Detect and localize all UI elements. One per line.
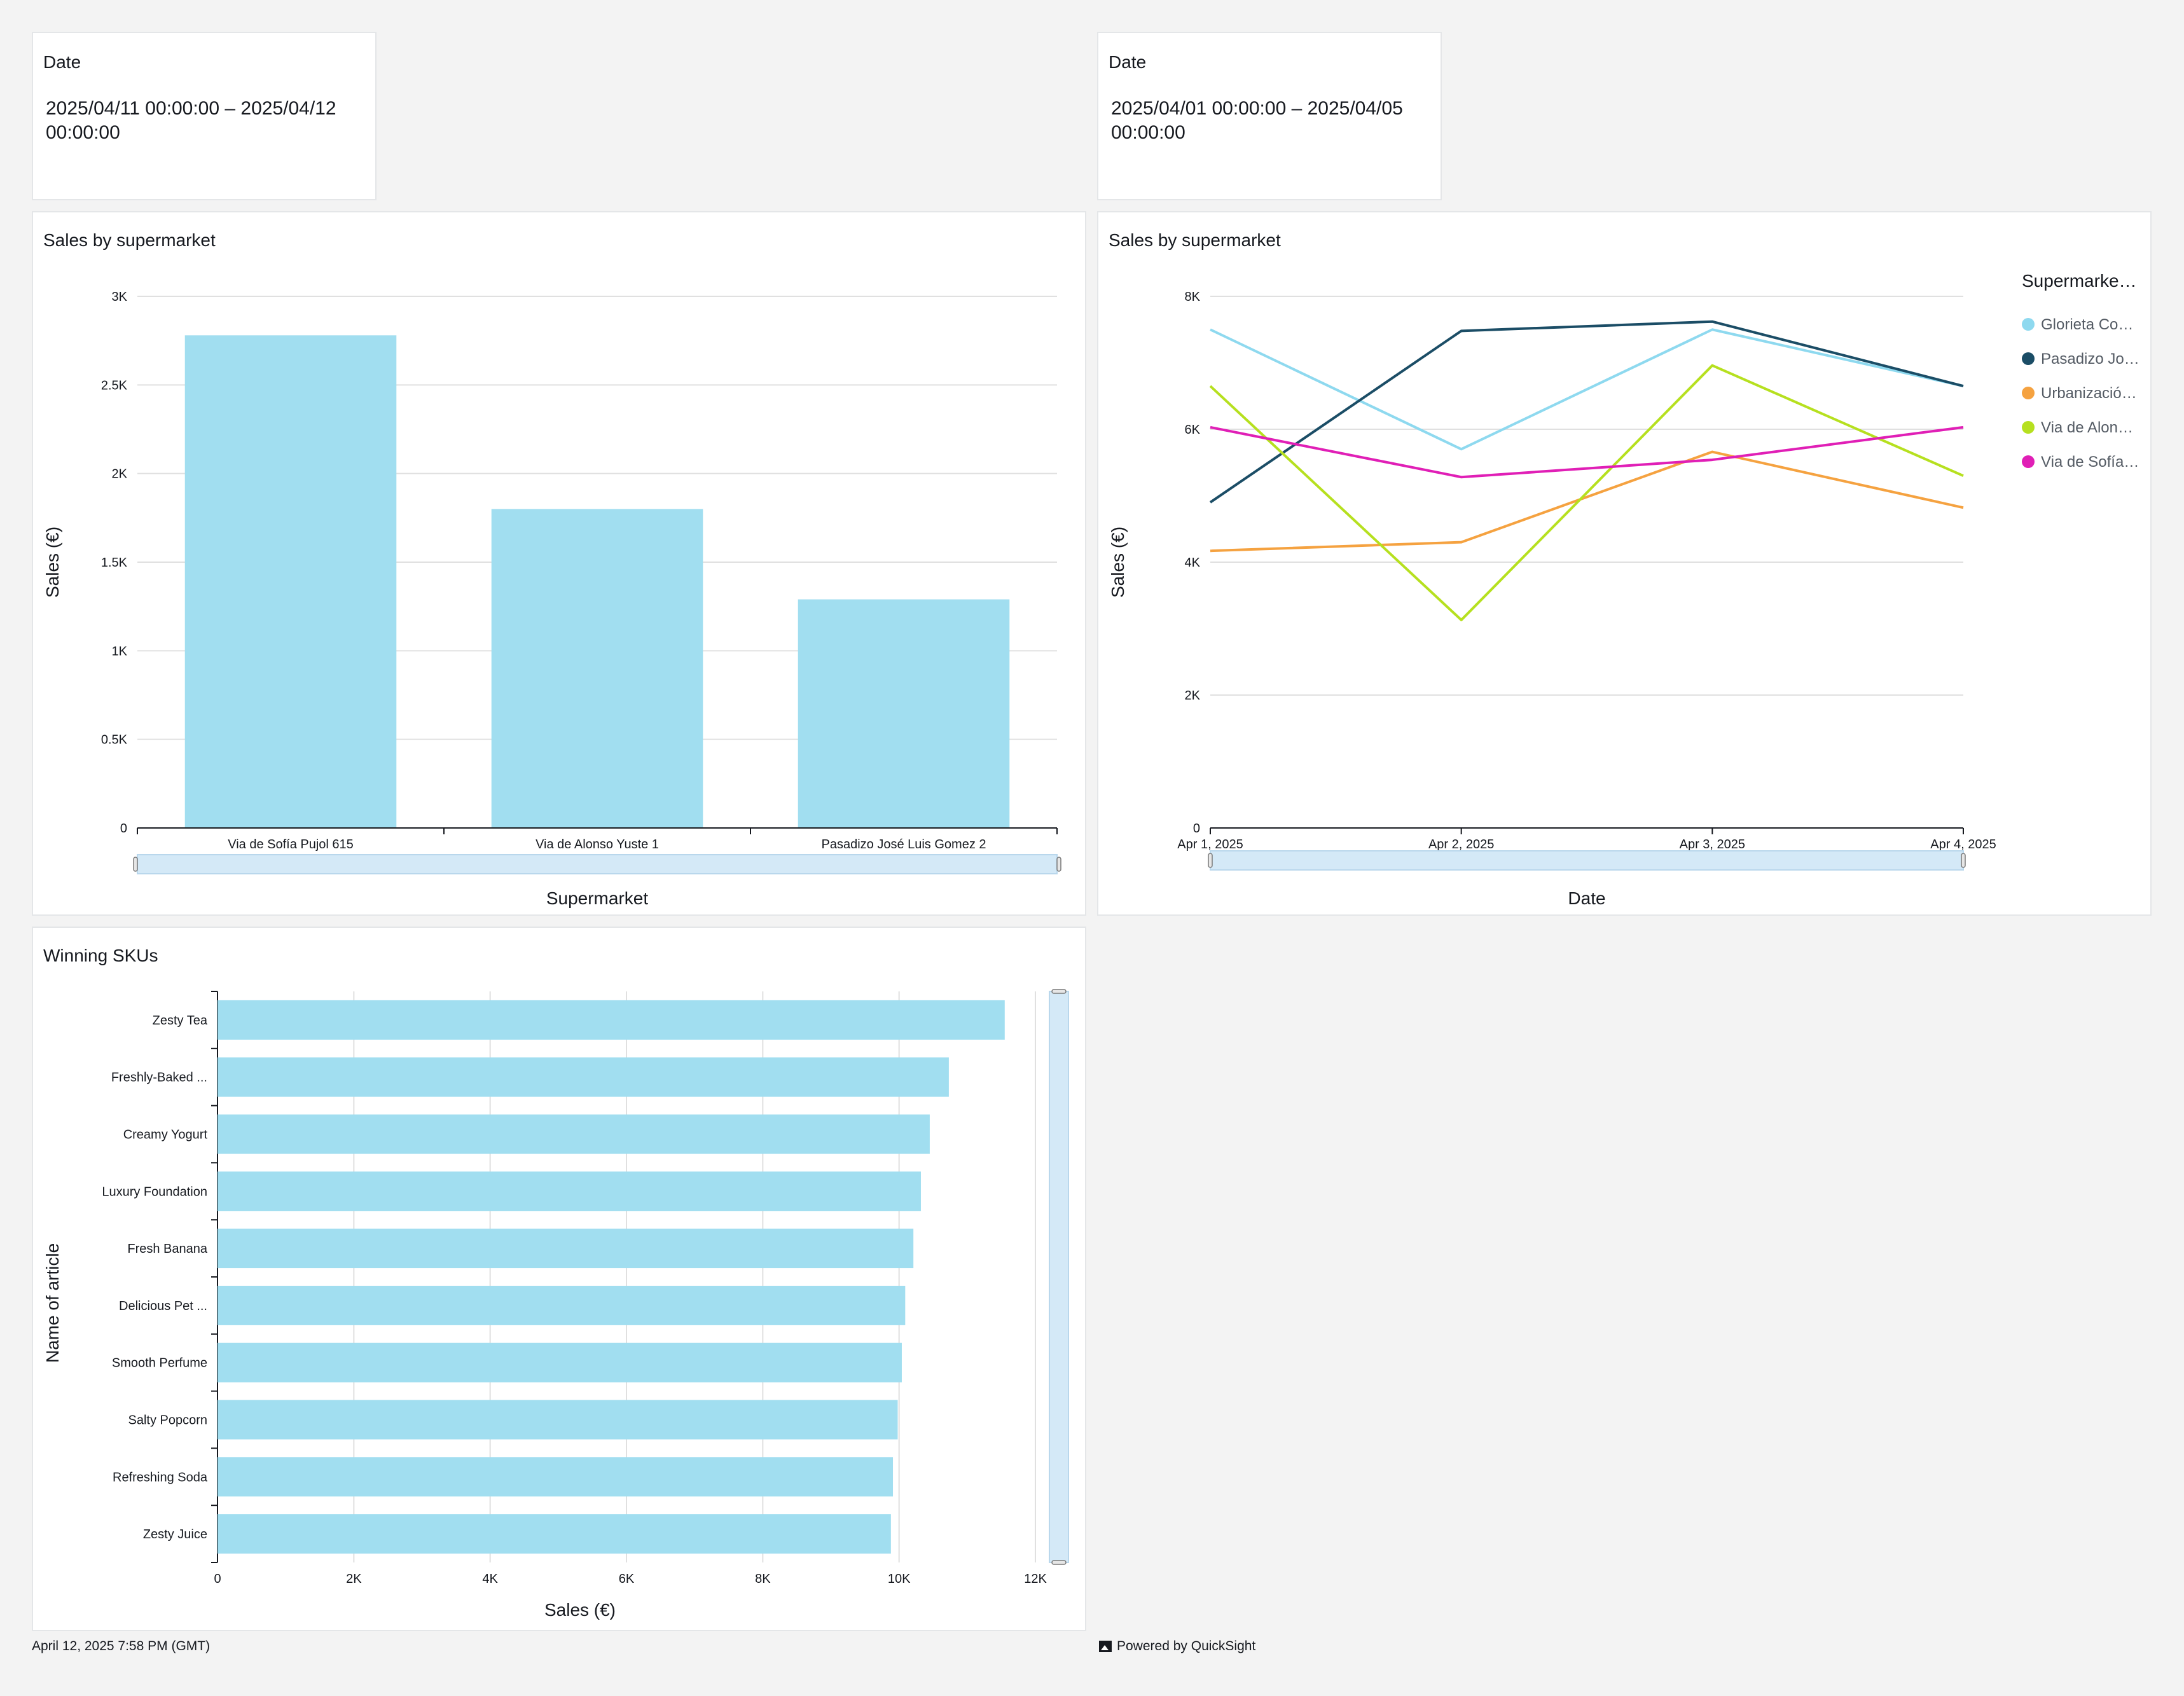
- quicksight-logo-icon: [1099, 1641, 1112, 1652]
- date-filter-value[interactable]: 2025/04/01 00:00:00 – 2025/04/05 00:00:0…: [1111, 98, 1403, 143]
- legend-label[interactable]: Glorieta Co…: [2041, 316, 2133, 333]
- y-tick-label: 0: [120, 822, 127, 836]
- series-line: [1210, 450, 1964, 553]
- bar: [218, 1342, 902, 1382]
- scroll-handle-right[interactable]: [1056, 857, 1061, 872]
- powered-by[interactable]: Powered by QuickSight: [1099, 1639, 1255, 1654]
- legend-swatch: [2022, 318, 2035, 331]
- y-tick-label: 3K: [112, 290, 128, 304]
- series-line: [1209, 364, 1964, 621]
- x-tick-label: 6K: [619, 1572, 635, 1586]
- series-line: [1209, 320, 1964, 504]
- x-tick-label: Via de Alonso Yuste 1: [536, 838, 659, 851]
- bar: [218, 1400, 898, 1440]
- y-tick-label: Luxury Foundation: [102, 1185, 207, 1199]
- legend-swatch: [2022, 455, 2035, 468]
- y-tick-label: Zesty Tea: [153, 1014, 208, 1028]
- y-tick-label: 8K: [1185, 290, 1201, 304]
- x-axis-title: Sales (€): [544, 1600, 616, 1620]
- vertical-scrollbar[interactable]: [1049, 991, 1069, 1563]
- scroll-handle-bottom[interactable]: [1051, 1560, 1067, 1565]
- y-tick-label: 4K: [1185, 556, 1201, 570]
- winning-skus-chart: 0 2K 4K 6K 8K 10K 12K Zesty Tea Freshly-Baked ..…: [43, 989, 1069, 1620]
- x-tick-label: 0: [214, 1572, 221, 1586]
- powered-by-label: Powered by QuickSight: [1117, 1639, 1256, 1653]
- x-tick-label: 4K: [482, 1572, 498, 1586]
- bar: [218, 1457, 894, 1497]
- y-tick-label: 2.5K: [101, 378, 128, 392]
- y-tick-label: 0.5K: [101, 733, 128, 747]
- x-axis-title: Date: [1568, 888, 1605, 908]
- series-line: [1210, 425, 1964, 479]
- y-tick-label: Creamy Yogurt: [123, 1128, 208, 1142]
- x-tick-label: 8K: [755, 1572, 771, 1586]
- x-tick-label: Apr 1, 2025: [1177, 838, 1243, 851]
- horizontal-scrollbar[interactable]: [137, 854, 1058, 874]
- date-filter-card-1[interactable]: Date 2025/04/11 00:00:00 – 2025/04/12 00…: [32, 32, 377, 200]
- chart-title: Winning SKUs: [43, 946, 158, 965]
- x-tick-label: 10K: [888, 1572, 911, 1586]
- footer-timestamp: April 12, 2025 7:58 PM (GMT): [32, 1639, 211, 1653]
- y-tick-label: 1.5K: [101, 556, 128, 570]
- date-filter-title: Date: [1109, 52, 1147, 72]
- scroll-handle-left[interactable]: [133, 857, 138, 872]
- y-tick-label: Fresh Banana: [127, 1242, 208, 1256]
- x-tick-label: Via de Sofía Pujol 615: [228, 838, 354, 851]
- sales-by-supermarket-bar-chart: 0 0.5K 1K 1.5K 2K 2.5K 3K Via de Sofía Pujol 61…: [43, 290, 1061, 908]
- legend-swatch: [2022, 421, 2035, 434]
- date-filter-title: Date: [43, 52, 81, 72]
- y-tick-label: 1K: [112, 644, 128, 658]
- bar: [218, 1229, 914, 1269]
- bar: [798, 599, 1010, 828]
- legend-swatch: [2022, 387, 2035, 399]
- y-tick-label: 0: [1193, 822, 1200, 836]
- bar: [218, 1114, 930, 1154]
- chart-title: Sales by supermarket: [1109, 230, 1281, 250]
- bar: [218, 1171, 921, 1211]
- series-line: [1210, 328, 1964, 451]
- x-tick-label: Apr 4, 2025: [1930, 838, 1996, 851]
- x-tick-label: 12K: [1024, 1572, 1047, 1586]
- bar: [491, 509, 703, 828]
- y-axis-title: Sales (€): [43, 527, 62, 598]
- chart-title: Sales by supermarket: [43, 230, 216, 250]
- bar: [218, 1057, 949, 1097]
- legend-title: Supermarke…: [2022, 271, 2137, 291]
- legend-label[interactable]: Urbanizació…: [2041, 385, 2137, 402]
- date-filter-card-2[interactable]: Date 2025/04/01 00:00:00 – 2025/04/05 00…: [1097, 32, 1442, 200]
- x-tick-label: Apr 2, 2025: [1428, 838, 1494, 851]
- horizontal-scrollbar[interactable]: [1210, 850, 1964, 871]
- sales-by-supermarket-line-chart: 0 2K 4K 6K 8K Apr 1, 2025 Apr 2, 2025 Apr 3, 20…: [1108, 271, 2139, 908]
- y-tick-label: Delicious Pet ...: [119, 1299, 207, 1313]
- x-tick-label: Apr 3, 2025: [1680, 838, 1745, 851]
- winning-skus-card: Winning SKUs 0 2K 4K 6K 8K 10K 12K Zesty Tea Fre…: [32, 927, 1086, 1631]
- y-tick-label: Salty Popcorn: [128, 1414, 207, 1428]
- y-tick-label: 6K: [1185, 423, 1201, 437]
- y-tick-label: Freshly-Baked ...: [111, 1071, 207, 1085]
- y-tick-label: Zesty Juice: [143, 1527, 207, 1541]
- scroll-handle-left[interactable]: [1208, 853, 1213, 868]
- legend-label[interactable]: Pasadizo Jo…: [2041, 350, 2139, 368]
- x-tick-label: Pasadizo José Luis Gomez 2: [821, 838, 986, 851]
- x-axis-title: Supermarket: [546, 888, 649, 908]
- scroll-handle-right[interactable]: [1961, 853, 1966, 868]
- date-filter-value[interactable]: 2025/04/11 00:00:00 – 2025/04/12 00:00:0…: [46, 98, 336, 143]
- sales-by-supermarket-bar-card: Sales by supermarket 0 0.5K 1K 1.5K 2K 2.5K 3K…: [32, 211, 1086, 916]
- y-tick-label: Smooth Perfume: [112, 1356, 207, 1370]
- y-tick-label: Refreshing Soda: [113, 1470, 208, 1484]
- legend-label[interactable]: Via de Alon…: [2041, 419, 2133, 436]
- bar: [218, 1000, 1005, 1040]
- bar: [218, 1514, 891, 1554]
- y-tick-label: 2K: [112, 467, 128, 481]
- y-axis-title: Name of article: [43, 1243, 62, 1363]
- legend-label[interactable]: Via de Sofía…: [2041, 453, 2139, 471]
- legend-swatch: [2022, 352, 2035, 365]
- bar: [184, 335, 397, 828]
- y-axis-title: Sales (€): [1108, 527, 1128, 598]
- bar: [218, 1285, 906, 1325]
- x-tick-label: 2K: [346, 1572, 362, 1586]
- y-tick-label: 2K: [1185, 689, 1201, 703]
- sales-by-supermarket-line-card: Sales by supermarket 0 2K 4K 6K 8K Apr 1, 202…: [1097, 211, 2152, 916]
- scroll-handle-top[interactable]: [1051, 989, 1067, 994]
